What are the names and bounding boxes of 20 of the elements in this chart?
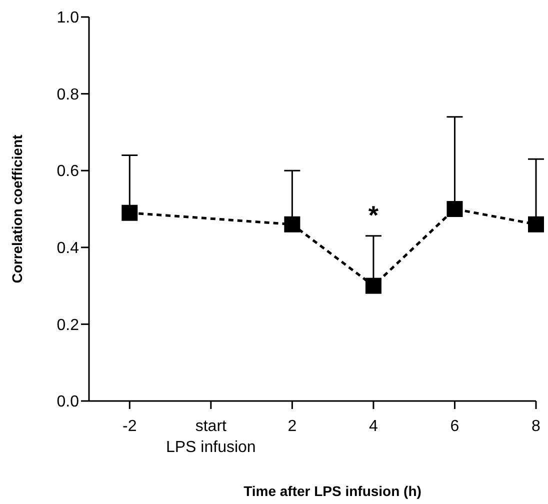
x-axis-title: Time after LPS infusion (h) (244, 483, 422, 499)
x-tick-label: 6 (450, 418, 460, 435)
x-tick-label: 4 (369, 418, 378, 435)
point (122, 204, 138, 221)
x-tick-label: start LPS infusion (166, 418, 256, 456)
x-tick-label: -2 (122, 418, 137, 435)
x-tick-label: 2 (288, 418, 297, 435)
y-tick-label: 0.2 (56, 316, 80, 334)
point (284, 216, 300, 232)
y-tick-label: 0.0 (56, 394, 80, 411)
x-tick-label: 8 (532, 418, 541, 435)
y-tick-label: 0.4 (56, 240, 80, 257)
point (365, 278, 382, 294)
y-axis-title: Correlation coefficient (9, 134, 25, 284)
y-tick-label: 1.0 (56, 10, 80, 27)
point (446, 201, 463, 217)
y-tick-label: 0.8 (56, 86, 80, 104)
y-tick-label: 0.6 (56, 163, 80, 180)
point (528, 216, 544, 232)
annotation: * (368, 200, 380, 230)
